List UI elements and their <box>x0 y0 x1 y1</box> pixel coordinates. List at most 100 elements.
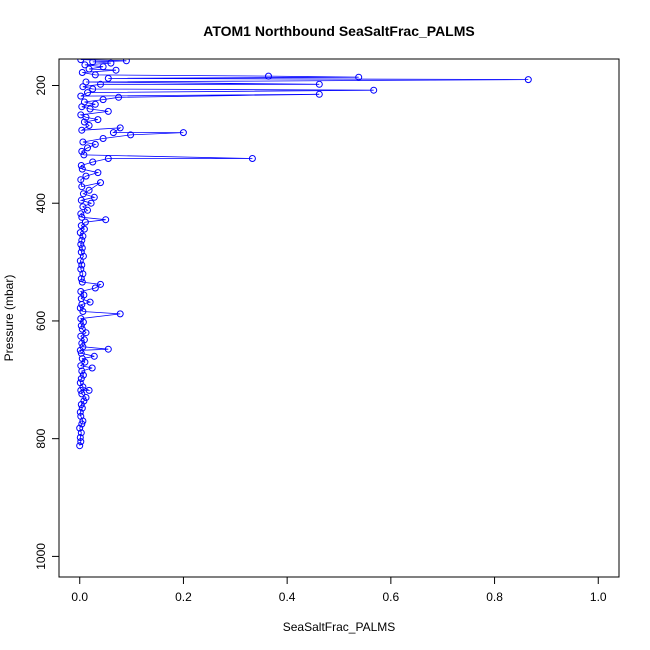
data-point <box>90 193 98 201</box>
y-tick-label: 600 <box>34 311 48 331</box>
data-point <box>76 442 84 450</box>
data-point <box>77 429 85 437</box>
data-point <box>79 252 87 260</box>
data-point <box>248 155 256 162</box>
data-point <box>104 107 112 115</box>
data-point <box>87 199 95 207</box>
data-point <box>86 105 94 113</box>
data-point <box>78 261 86 269</box>
data-point <box>94 169 102 177</box>
data-point <box>91 140 99 148</box>
data-point <box>91 71 99 79</box>
data-point <box>370 86 378 94</box>
x-tick-label: 0.8 <box>486 590 503 604</box>
data-point <box>104 155 112 162</box>
data-point <box>102 216 110 224</box>
x-tick-label: 0.4 <box>279 590 296 604</box>
x-tick-label: 0.2 <box>175 590 192 604</box>
data-point <box>77 248 85 256</box>
data-point <box>82 78 90 86</box>
data-point <box>76 434 84 441</box>
data-point <box>77 386 85 394</box>
data-point <box>76 408 84 416</box>
y-tick-label: 800 <box>34 428 48 448</box>
data-point <box>107 59 115 67</box>
plot-frame <box>58 58 620 578</box>
data-point <box>79 83 87 91</box>
data-point <box>78 69 86 76</box>
data-point <box>77 222 85 230</box>
data-point <box>78 236 86 244</box>
data-point <box>86 298 94 306</box>
data-point <box>81 61 89 69</box>
data-point <box>78 355 86 363</box>
data-point <box>179 129 187 137</box>
data-point <box>97 179 104 187</box>
data-point <box>77 412 85 420</box>
data-point <box>116 310 124 318</box>
data-point <box>78 165 86 173</box>
data-point <box>81 218 89 226</box>
data-point <box>85 122 93 129</box>
data-point <box>78 404 86 412</box>
data-point <box>109 129 117 137</box>
data-point <box>116 124 124 132</box>
series-line <box>79 59 529 446</box>
x-axis-label: SeaSaltFrac_PALMS <box>283 620 396 634</box>
data-point <box>76 229 84 237</box>
data-point <box>85 186 93 194</box>
data-point <box>97 280 104 288</box>
data-point <box>89 59 97 66</box>
data-point <box>85 65 93 73</box>
data-point <box>80 336 88 344</box>
data-point <box>76 379 84 387</box>
x-tick-label: 0.6 <box>383 590 400 604</box>
data-point <box>77 210 85 218</box>
data-point <box>77 375 85 383</box>
y-axis-label: Pressure (mbar) <box>2 275 16 362</box>
data-point <box>77 162 85 169</box>
data-point <box>84 89 91 97</box>
data-point <box>77 288 85 295</box>
data-point <box>84 144 91 152</box>
data-point <box>84 206 91 214</box>
data-point <box>115 93 123 101</box>
data-point <box>315 80 323 88</box>
data-point <box>77 59 85 64</box>
data-point <box>85 386 93 394</box>
data-point <box>78 183 86 191</box>
data-point <box>89 85 97 93</box>
data-point <box>78 420 86 428</box>
data-point <box>79 203 87 211</box>
data-point <box>127 131 135 139</box>
data-point <box>79 190 87 198</box>
data-point <box>77 362 85 370</box>
data-point <box>99 63 107 71</box>
data-point <box>77 92 85 100</box>
data-point <box>78 325 86 333</box>
data-point <box>79 343 87 351</box>
data-point <box>77 111 85 119</box>
data-point <box>76 424 84 432</box>
data-point <box>122 59 130 65</box>
axes: 0.0 0.2 0.4 0.6 0.8 1.0 200 400 600 800 1000 <box>34 75 607 604</box>
plot-area <box>76 59 532 450</box>
data-point <box>76 257 84 265</box>
data-point <box>82 172 90 180</box>
data-point <box>77 332 85 340</box>
data-point <box>77 265 85 273</box>
data-point <box>82 394 90 401</box>
data-point <box>355 73 363 81</box>
y-tick-label: 1000 <box>34 543 48 570</box>
data-point <box>524 76 532 84</box>
data-point <box>104 74 112 82</box>
data-point <box>91 100 99 108</box>
data-point <box>77 176 85 184</box>
data-point <box>77 322 85 330</box>
data-point <box>77 275 85 283</box>
data-point <box>78 126 86 134</box>
data-point <box>112 66 120 74</box>
data-point <box>78 147 86 155</box>
chart-title: ATOM1 Northbound SeaSaltFrac_PALMS <box>203 23 474 39</box>
